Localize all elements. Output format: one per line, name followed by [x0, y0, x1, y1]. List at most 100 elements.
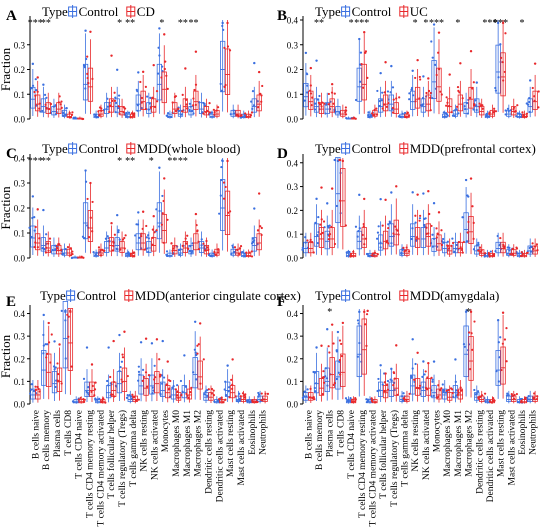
- box: [168, 380, 179, 403]
- data-point: [148, 102, 151, 105]
- data-point: [386, 379, 390, 383]
- outlier-point: [358, 310, 361, 314]
- box: [198, 231, 207, 257]
- box: [240, 249, 247, 258]
- data-point: [499, 236, 502, 240]
- significance-mark: *: [413, 18, 418, 29]
- data-point: [370, 112, 374, 115]
- box: [192, 50, 199, 117]
- data-point: [185, 103, 188, 106]
- data-point: [531, 86, 534, 90]
- data-point: [364, 323, 367, 326]
- legend-control-icon: [68, 142, 78, 155]
- box: [410, 191, 418, 255]
- data-point: [217, 248, 220, 251]
- data-point: [136, 109, 139, 112]
- box-body: [527, 245, 533, 255]
- significance-mark: **: [178, 18, 188, 29]
- data-point: [304, 241, 307, 244]
- data-point: [393, 377, 396, 380]
- y-tick-label: 0.2: [287, 206, 298, 216]
- significance-mark: ***: [482, 18, 497, 29]
- box: [56, 343, 63, 401]
- data-point: [165, 74, 168, 77]
- legend-case-label: UC: [410, 4, 428, 19]
- outlier-point: [141, 70, 145, 74]
- data-point: [413, 378, 416, 381]
- data-point: [252, 104, 256, 107]
- data-point: [68, 111, 71, 114]
- data-point: [349, 399, 352, 403]
- data-point: [185, 242, 188, 245]
- data-point: [319, 103, 322, 106]
- data-point: [92, 251, 95, 254]
- data-point: [309, 92, 313, 95]
- data-point: [383, 91, 386, 94]
- y-tick-label: 0.1: [14, 229, 25, 239]
- box-body: [251, 98, 257, 113]
- box: [435, 211, 443, 256]
- outlier-point: [464, 178, 468, 182]
- data-point: [140, 96, 144, 100]
- data-point: [195, 224, 198, 227]
- box: [441, 232, 449, 257]
- data-point: [301, 396, 304, 399]
- data-point: [121, 380, 124, 383]
- box-body: [318, 378, 325, 396]
- data-point: [221, 24, 224, 28]
- box: [245, 396, 253, 404]
- data-point: [53, 368, 56, 371]
- box: [430, 23, 438, 114]
- data-point: [367, 111, 370, 114]
- box: [129, 249, 136, 258]
- box: [466, 177, 475, 255]
- data-point: [190, 386, 193, 389]
- data-point: [317, 101, 321, 105]
- data-point: [477, 241, 480, 244]
- data-point: [414, 100, 417, 103]
- box-body: [224, 48, 231, 95]
- box: [82, 29, 90, 114]
- data-point: [186, 107, 189, 110]
- data-point: [94, 114, 97, 118]
- box-body: [175, 392, 182, 401]
- data-point: [112, 241, 115, 244]
- outlier-point: [194, 50, 198, 53]
- outlier-point: [84, 169, 87, 172]
- data-point: [214, 253, 218, 256]
- box: [381, 198, 390, 256]
- data-point: [157, 72, 160, 75]
- data-point: [440, 243, 443, 247]
- legend-control-label: Control: [352, 141, 392, 156]
- box: [349, 249, 357, 258]
- outlier-point: [390, 64, 393, 68]
- box: [97, 104, 104, 119]
- outlier-point: [150, 342, 154, 345]
- data-point: [36, 246, 39, 249]
- box: [66, 308, 74, 395]
- data-point: [423, 373, 426, 376]
- box: [525, 79, 533, 118]
- y-tick-label: 0.1: [14, 377, 25, 387]
- data-point: [378, 104, 381, 108]
- data-point: [246, 400, 249, 403]
- data-point: [104, 401, 107, 404]
- data-point: [226, 45, 230, 48]
- box-body: [198, 102, 205, 114]
- data-point: [410, 88, 413, 91]
- box: [308, 66, 314, 117]
- box: [94, 396, 101, 404]
- series-control: [301, 309, 533, 404]
- box: [50, 237, 59, 257]
- box: [317, 92, 326, 118]
- box-body: [506, 109, 512, 117]
- box: [521, 110, 529, 119]
- data-point: [208, 102, 211, 105]
- data-point: [322, 381, 326, 384]
- data-point: [488, 400, 492, 403]
- data-point: [156, 100, 159, 103]
- box: [488, 104, 498, 119]
- x-tick-label: Neutrophils: [259, 410, 269, 455]
- data-point: [117, 230, 120, 234]
- data-point: [91, 77, 94, 80]
